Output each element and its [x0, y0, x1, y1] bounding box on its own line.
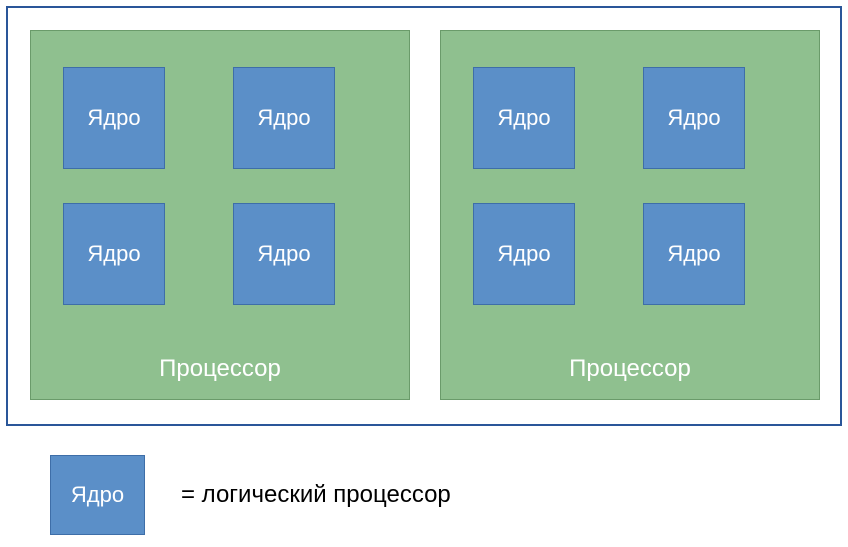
core-block: Ядро: [63, 203, 165, 305]
core-block: Ядро: [473, 203, 575, 305]
core-block: Ядро: [233, 203, 335, 305]
legend-core-swatch: Ядро: [50, 455, 145, 535]
core-label: Ядро: [87, 241, 140, 267]
legend-text: = логический процессор: [181, 481, 451, 509]
core-label: Ядро: [87, 105, 140, 131]
core-label: Ядро: [667, 241, 720, 267]
core-block: Ядро: [643, 203, 745, 305]
legend: Ядро = логический процессор: [50, 450, 750, 540]
processor-block: Ядро Ядро Ядро Ядро Процессор: [440, 30, 820, 400]
core-label: Ядро: [497, 241, 550, 267]
core-block: Ядро: [233, 67, 335, 169]
core-label: Ядро: [257, 105, 310, 131]
core-block: Ядро: [643, 67, 745, 169]
system-container: Ядро Ядро Ядро Ядро Процессор Ядро Ядро …: [6, 6, 842, 426]
core-block: Ядро: [63, 67, 165, 169]
processor-label: Процессор: [31, 355, 409, 383]
core-label: Ядро: [497, 105, 550, 131]
core-label: Ядро: [667, 105, 720, 131]
core-block: Ядро: [473, 67, 575, 169]
core-label: Ядро: [257, 241, 310, 267]
processor-label: Процессор: [441, 355, 819, 383]
processor-block: Ядро Ядро Ядро Ядро Процессор: [30, 30, 410, 400]
legend-core-label: Ядро: [71, 482, 124, 508]
